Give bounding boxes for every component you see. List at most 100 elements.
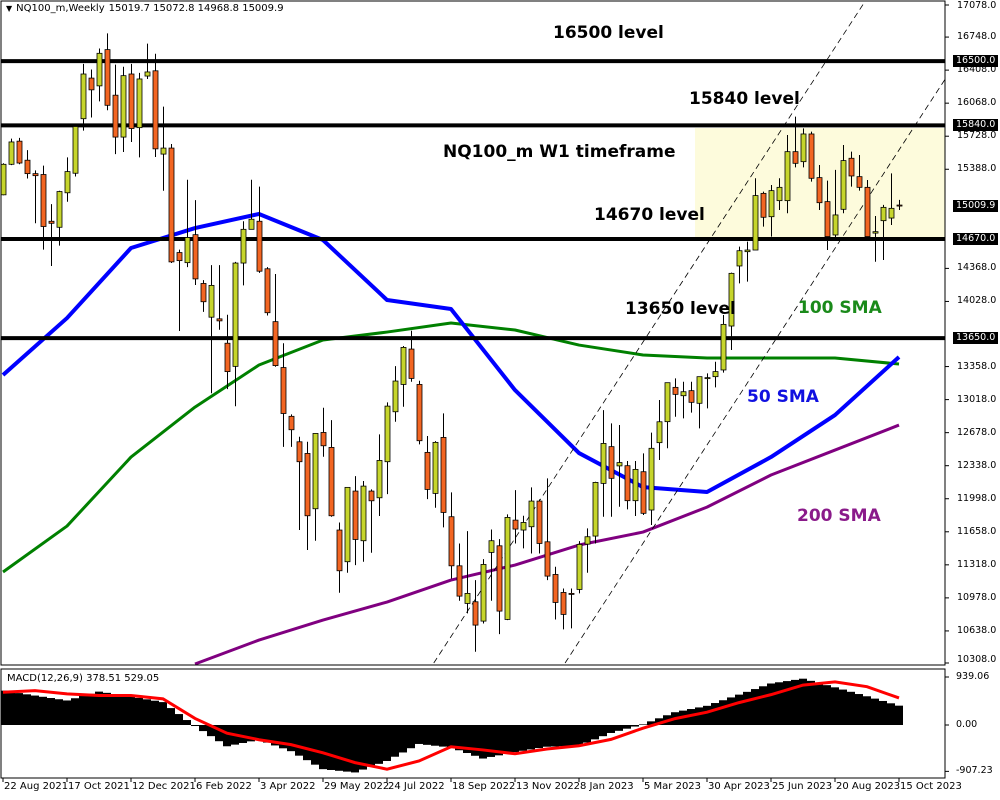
bull-candle-body [712, 371, 719, 378]
price-axis-label: 14028.0 [957, 295, 997, 307]
bear-candle-body [104, 49, 111, 106]
macd-histogram-bar [879, 700, 887, 725]
macd-histogram-bar [391, 725, 399, 757]
candle [696, 376, 703, 429]
candle [560, 588, 567, 630]
candle [264, 267, 271, 316]
bear-candle-body [168, 147, 175, 263]
candle [688, 381, 695, 413]
macd-histogram-bar [367, 725, 375, 767]
macd-histogram-bar [335, 725, 343, 771]
bull-candle-body [696, 376, 703, 404]
macd-histogram-bar [703, 705, 711, 725]
candle [304, 441, 311, 551]
candle [536, 499, 543, 554]
bull-candle-body [888, 207, 895, 219]
macd-histogram-bar [559, 725, 567, 747]
candle [8, 138, 15, 166]
date-axis-label: 18 Sep 2022 [452, 781, 516, 792]
bull-candle-body [80, 73, 87, 120]
macd-histogram-bar [767, 683, 775, 725]
macd-histogram-bar [455, 725, 463, 751]
candle [344, 486, 351, 573]
bear-candle-body [824, 201, 831, 238]
macd-histogram-bar [655, 718, 663, 725]
bear-candle-body [272, 321, 279, 366]
bear-candle-body [544, 541, 551, 577]
bull-candle-body [312, 433, 319, 510]
macd-histogram-bar [271, 725, 279, 746]
bear-candle-body [864, 186, 871, 238]
annotation-16500-level: 16500 level [553, 23, 664, 43]
macd-histogram-bar [375, 725, 383, 764]
bear-candle-body [816, 177, 823, 204]
candle [784, 134, 791, 214]
date-axis-label: 6 Feb 2022 [196, 781, 252, 792]
candle [528, 487, 535, 554]
bull-candle-body [392, 380, 399, 413]
candle [824, 180, 831, 251]
candle [416, 380, 423, 445]
macd-histogram-bar [295, 725, 303, 756]
candle [608, 423, 615, 517]
macd-histogram-bar [183, 720, 191, 725]
candle [888, 173, 895, 225]
candle [296, 436, 303, 531]
bull-candle-body [64, 171, 71, 194]
bear-candle-body [288, 415, 295, 431]
symbol-header[interactable]: ▼ NQ100_m,Weekly 15019.7 15072.8 14968.8… [6, 3, 284, 14]
candle [552, 566, 559, 620]
macd-histogram-bar [607, 725, 615, 733]
candle [600, 410, 607, 517]
bear-candle-body [456, 565, 463, 597]
macd-histogram-bar [711, 703, 719, 725]
price-axis-label: 17078.0 [957, 0, 997, 11]
bear-candle-body [808, 133, 815, 179]
macd-histogram-bar [503, 725, 511, 754]
candle [576, 541, 583, 594]
candle [656, 399, 663, 461]
macd-histogram-bar [119, 695, 127, 725]
macd-histogram-bar [895, 705, 903, 725]
candle [672, 378, 679, 417]
bear-candle-body [368, 490, 375, 502]
candle [376, 434, 383, 517]
macd-histogram-bar [311, 725, 319, 765]
candle [392, 366, 399, 422]
macd-histogram-bar [423, 725, 431, 745]
bull-candle-body [144, 71, 151, 77]
bear-candle-body [40, 174, 47, 227]
bear-candle-body [48, 220, 55, 224]
bear-candle-body [856, 176, 863, 188]
bull-candle-body [8, 141, 15, 165]
candle [432, 441, 439, 508]
bear-candle-body [448, 516, 455, 567]
trend-channel-line [564, 79, 945, 664]
macd-histogram-bar [55, 699, 63, 725]
candle [752, 178, 759, 251]
candle [640, 453, 647, 515]
bull-candle-body [576, 544, 583, 590]
candle [240, 221, 247, 286]
macd-histogram-bar [71, 698, 79, 725]
candle [24, 150, 31, 179]
macd-histogram-bar [599, 725, 607, 737]
bear-candle-body [112, 94, 119, 138]
dropdown-triangle-icon[interactable]: ▼ [6, 4, 13, 13]
date-axis-label: 12 Dec 2021 [132, 781, 196, 792]
bear-candle-body [280, 367, 287, 414]
bear-candle-body [640, 471, 647, 514]
bull-candle-body [480, 564, 487, 622]
candle [232, 261, 239, 407]
bear-candle-body [568, 593, 575, 595]
bear-candle-body [688, 390, 695, 403]
candle [832, 169, 839, 239]
candle [664, 382, 671, 449]
date-axis-label: 15 Oct 2023 [900, 781, 962, 792]
macd-histogram-bar [127, 696, 135, 725]
bull-candle-body [488, 540, 495, 553]
main-pane-frame [0, 0, 946, 666]
bull-candle-body [768, 190, 775, 218]
macd-histogram-bar [591, 725, 599, 740]
